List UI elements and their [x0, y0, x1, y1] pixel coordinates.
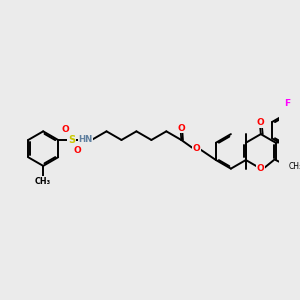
Text: CH₃: CH₃	[288, 163, 300, 172]
Text: O: O	[256, 118, 264, 127]
Text: HN: HN	[78, 136, 93, 145]
Text: F: F	[284, 99, 290, 108]
Text: O: O	[177, 124, 185, 133]
Text: O: O	[257, 164, 265, 173]
Text: CH₃: CH₃	[35, 177, 51, 186]
Text: O: O	[61, 125, 69, 134]
Text: S: S	[68, 135, 75, 145]
Text: O: O	[74, 146, 82, 155]
Text: O: O	[192, 144, 200, 153]
